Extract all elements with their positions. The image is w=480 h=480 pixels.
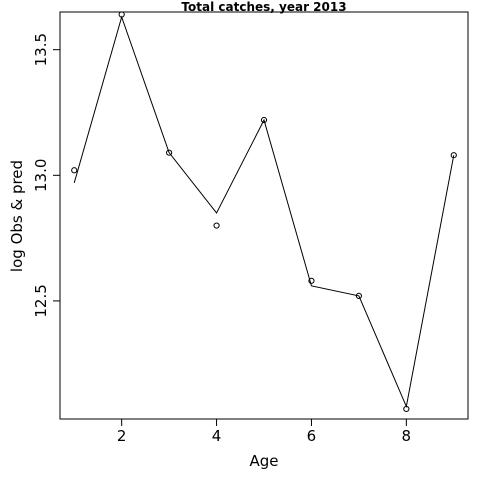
- x-tick-label: 8: [402, 427, 412, 445]
- y-axis: 12.5 13.0 13.5: [32, 33, 61, 318]
- y-tick-label: 13.5: [32, 33, 50, 66]
- predicted-series: [73, 15, 455, 409]
- predicted-line: [73, 15, 455, 409]
- y-axis-label: log Obs & pred: [8, 160, 26, 272]
- x-tick-label: 6: [307, 427, 317, 445]
- observed-point: [403, 405, 410, 413]
- observed-point: [260, 116, 268, 124]
- x-axis: 2 4 6 8: [117, 418, 412, 445]
- y-tick-label: 13.0: [32, 159, 50, 192]
- observed-point: [213, 222, 220, 229]
- x-tick-label: 2: [117, 427, 127, 445]
- observed-point: [118, 11, 125, 18]
- chart-title: Total catches, year 2013: [181, 0, 346, 14]
- observed-point: [450, 152, 457, 159]
- x-axis-label: Age: [249, 452, 278, 470]
- observed-point: [71, 167, 78, 174]
- observed-point: [308, 277, 315, 284]
- observed-series: [71, 11, 457, 413]
- observed-point: [355, 292, 362, 299]
- x-tick-label: 4: [212, 427, 222, 445]
- y-tick-label: 12.5: [32, 284, 50, 317]
- observed-point: [166, 149, 173, 156]
